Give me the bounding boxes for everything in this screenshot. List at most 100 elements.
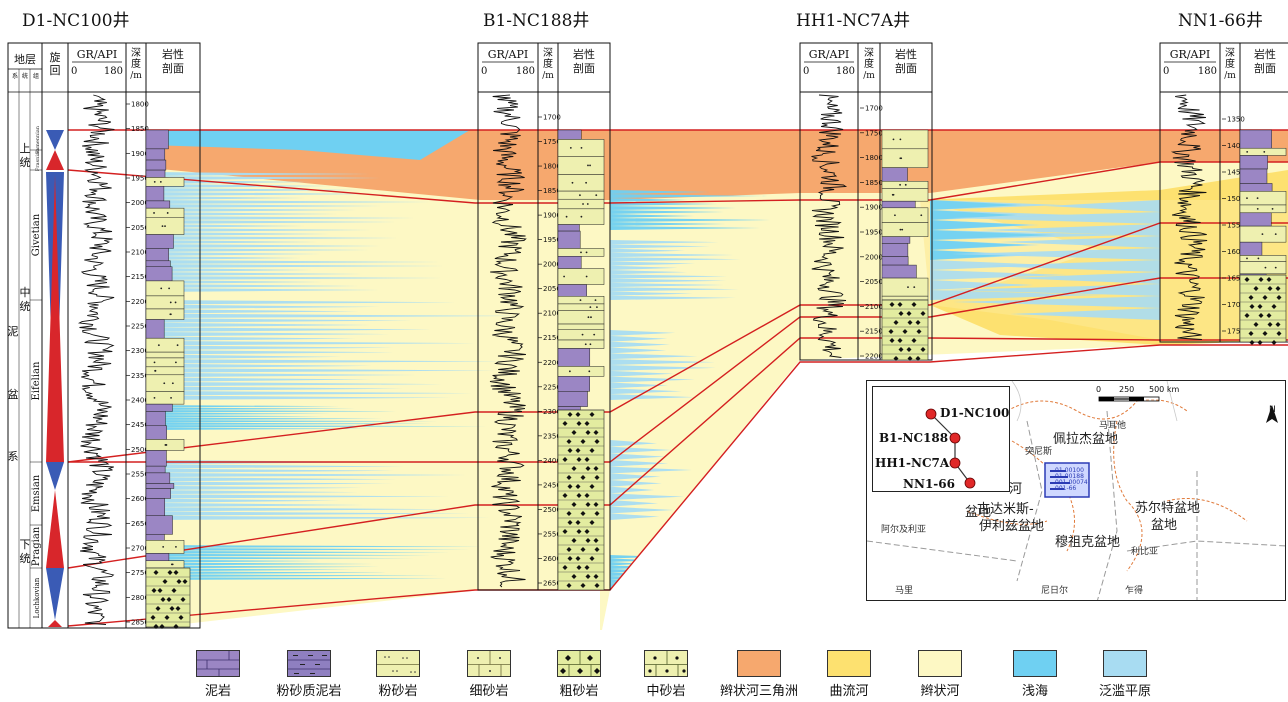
depth-header-label: 度 bbox=[543, 57, 553, 70]
lith-grain bbox=[1271, 340, 1277, 345]
inset-well-label: B1-NC188 bbox=[879, 431, 949, 445]
lith-grain bbox=[594, 583, 600, 588]
lith-grain bbox=[889, 338, 895, 343]
legend-label: 泛滥平原 bbox=[1098, 684, 1151, 699]
lith-grain bbox=[584, 529, 590, 534]
lith-grain bbox=[166, 597, 172, 602]
lith-grain bbox=[589, 556, 595, 561]
depth-header-label: /m bbox=[863, 71, 875, 81]
lith-grain bbox=[915, 356, 921, 361]
depth-header-label: 深 bbox=[1225, 47, 1235, 59]
stage-label: Givetian bbox=[31, 213, 42, 256]
basin-label: 古达米斯- bbox=[977, 502, 1034, 517]
inset-well-label: HH1-NC7A bbox=[875, 456, 950, 470]
lith-dot bbox=[154, 369, 157, 372]
lith-dot bbox=[595, 194, 598, 197]
lith-grain bbox=[567, 556, 573, 561]
lith-dot bbox=[596, 306, 598, 309]
lith-bed-d1 bbox=[145, 425, 167, 440]
lith-dot bbox=[568, 370, 571, 373]
lith-grain bbox=[897, 338, 903, 343]
depth-label-d1: 2350 bbox=[131, 372, 149, 380]
stage-label: Eifelian bbox=[31, 361, 42, 400]
lith-dot bbox=[565, 215, 568, 218]
lith-grain bbox=[898, 311, 904, 316]
cycle-triangle-blue bbox=[46, 130, 64, 150]
lith-dot bbox=[153, 361, 156, 364]
lith-grain bbox=[1248, 331, 1254, 336]
lith-grain bbox=[567, 448, 573, 453]
depth-label-hh1: 1700 bbox=[865, 105, 883, 113]
depth-label-d1: 2450 bbox=[131, 421, 149, 429]
gr-header-label: GR/API bbox=[77, 48, 117, 61]
depth-label-b1: 2050 bbox=[543, 285, 561, 293]
system-header: 系 bbox=[12, 72, 18, 80]
lith-dot bbox=[563, 275, 566, 278]
lith-grain bbox=[566, 475, 572, 480]
lith-dot bbox=[1246, 197, 1248, 200]
depth-label-d1: 2050 bbox=[131, 224, 149, 232]
lith-grain bbox=[171, 588, 177, 593]
depth-label-nn1: 1350 bbox=[1227, 116, 1245, 124]
lith-header-label: 岩性 bbox=[162, 47, 184, 61]
lith-grain bbox=[902, 329, 908, 334]
city-label: 乍得 bbox=[1125, 586, 1144, 596]
lith-grain bbox=[1248, 295, 1254, 300]
mini-well-label: 01-00100 bbox=[1055, 467, 1084, 474]
lith-grain bbox=[907, 320, 913, 325]
lith-grain bbox=[1244, 277, 1250, 282]
legend-item: 辫状河 bbox=[895, 650, 985, 699]
lith-dot bbox=[1264, 266, 1267, 269]
lith-dot bbox=[587, 316, 590, 319]
legend-item: 中砂岩 bbox=[621, 650, 711, 699]
lith-grain bbox=[1262, 295, 1268, 300]
series-label: 上 bbox=[20, 142, 31, 155]
lith-bed-b1 bbox=[557, 329, 605, 341]
depth-label-d1: 2850 bbox=[131, 619, 149, 627]
gr-scale-min: 0 bbox=[481, 66, 487, 77]
lith-dot bbox=[1256, 197, 1259, 200]
lith-grain bbox=[1267, 322, 1273, 327]
depth-label-b1: 2550 bbox=[543, 530, 561, 538]
depth-label-hh1: 1950 bbox=[865, 229, 883, 237]
lith-bed-b1 bbox=[557, 129, 582, 140]
depth-label-d1: 2300 bbox=[131, 347, 149, 355]
lith-dot bbox=[153, 212, 155, 214]
lith-grain bbox=[173, 624, 179, 629]
lith-bed-d1 bbox=[145, 177, 185, 187]
lith-dot bbox=[907, 286, 909, 289]
lith-grain bbox=[159, 624, 165, 629]
cycle-header: 旋 bbox=[50, 50, 61, 64]
depth-label-d1: 2750 bbox=[131, 569, 149, 577]
lith-grain bbox=[589, 448, 595, 453]
legend-swatch bbox=[1103, 650, 1147, 677]
lith-dot bbox=[1261, 233, 1264, 236]
lith-dot bbox=[174, 301, 177, 304]
lith-grain bbox=[173, 570, 179, 575]
lith-grain bbox=[571, 466, 577, 471]
lith-grain bbox=[584, 457, 590, 462]
depth-label-d1: 2550 bbox=[131, 471, 149, 479]
inset-well-label: D1-NC100 bbox=[940, 406, 1010, 420]
lith-dot bbox=[170, 396, 172, 399]
depth-header-label: 度 bbox=[1225, 57, 1235, 70]
legend-label: 辫状河三角洲 bbox=[719, 684, 798, 699]
depth-label-b1: 2100 bbox=[543, 310, 561, 318]
lith-grain bbox=[576, 493, 582, 498]
lith-grain bbox=[566, 547, 572, 552]
gr-curve-b1 bbox=[489, 94, 527, 588]
depth-label-nn1: 1650 bbox=[1227, 275, 1245, 283]
basin-label: 苏尔特盆地 bbox=[1135, 501, 1201, 516]
gr-scale-min: 0 bbox=[803, 66, 809, 77]
lith-dot bbox=[588, 370, 591, 373]
lith-dot bbox=[168, 287, 171, 290]
lith-bed-d1 bbox=[145, 308, 185, 320]
lith-bed-b1 bbox=[557, 310, 605, 325]
lith-bed-d1 bbox=[145, 540, 185, 554]
depth-label-nn1: 1400 bbox=[1227, 142, 1245, 150]
basin-label: 伊利兹盆地 bbox=[979, 519, 1045, 534]
lith-grain bbox=[911, 338, 917, 343]
depth-label-hh1: 2200 bbox=[865, 353, 883, 361]
lith-bed-hh1 bbox=[881, 222, 929, 237]
